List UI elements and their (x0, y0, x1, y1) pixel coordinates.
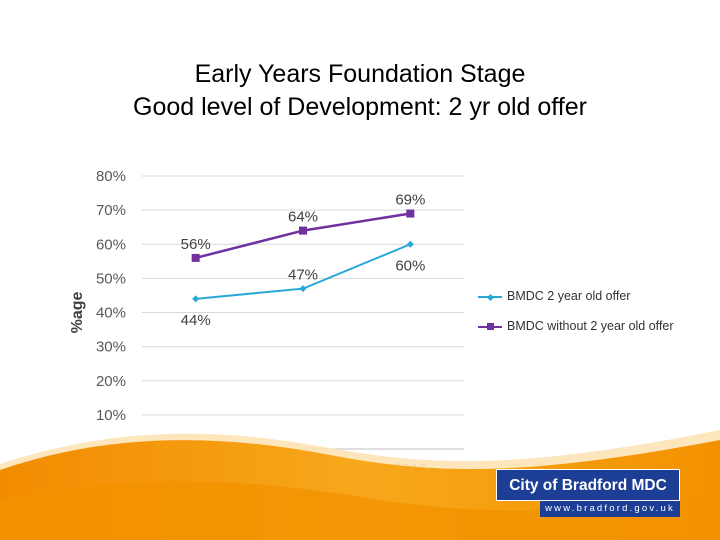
data-point-marker (299, 226, 307, 235)
legend-item-series-1: BMDC 2 year old offer (478, 289, 678, 304)
legend-swatch-purple-line-icon (478, 323, 502, 330)
legend-item-series-2: BMDC without 2 year old offer (478, 319, 678, 334)
y-tick-label: 70% (96, 202, 126, 219)
y-tick-label: 60% (96, 236, 126, 253)
data-point-marker (191, 253, 200, 262)
data-point-marker (192, 295, 200, 303)
y-tick-label: 30% (96, 339, 126, 356)
logo-website: www.bradford.gov.uk (540, 501, 680, 517)
chart-legend: BMDC 2 year old offer BMDC without 2 yea… (478, 289, 678, 349)
legend-label: BMDC 2 year old offer (507, 289, 631, 303)
data-point-marker (406, 240, 414, 248)
data-label: 69% (395, 192, 425, 209)
data-point-marker (406, 209, 415, 218)
data-point-marker (299, 285, 307, 293)
y-tick-label: 40% (96, 305, 126, 322)
data-label: 64% (288, 209, 318, 226)
slide-title-line-2: Good level of Development: 2 yr old offe… (133, 93, 587, 121)
data-label: 44% (181, 312, 211, 329)
city-of-bradford-logo: City of Bradford MDC www.bradford.gov.uk (496, 469, 680, 519)
y-axis-label: %age (69, 292, 86, 334)
data-label: 56% (181, 236, 211, 253)
data-label: 47% (288, 267, 318, 284)
y-tick-label: 80% (96, 168, 126, 185)
y-tick-label: 10% (96, 407, 126, 424)
legend-label: BMDC without 2 year old offer (507, 319, 674, 333)
logo-org-name: City of Bradford MDC (496, 469, 680, 501)
data-label: 60% (395, 257, 425, 274)
slide-title-line-1: Early Years Foundation Stage (194, 60, 526, 88)
legend-swatch-blue-line-icon (478, 293, 502, 301)
y-tick-label: 20% (96, 373, 126, 390)
slide-title: Early Years Foundation Stage Good level … (0, 58, 720, 124)
y-tick-label: 50% (96, 270, 126, 287)
